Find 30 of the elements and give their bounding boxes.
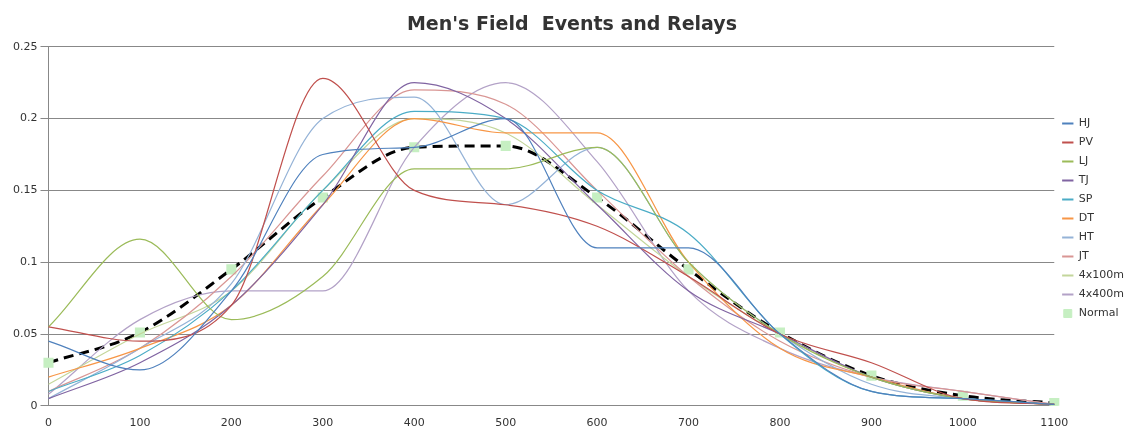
legend-label: Normal xyxy=(1078,306,1119,320)
y-tick-label: 0.2 xyxy=(19,111,38,125)
x-tick-label: 500 xyxy=(495,416,517,430)
legend-label: JT xyxy=(1077,249,1090,263)
x-tick-label: 300 xyxy=(312,416,334,430)
x-tick-label: 100 xyxy=(129,416,151,430)
x-tick-label: 600 xyxy=(586,416,608,430)
x-tick-label: 1100 xyxy=(1040,416,1069,430)
legend-label: TJ xyxy=(1077,173,1089,187)
legend-label: HT xyxy=(1078,230,1095,244)
x-tick-label: 400 xyxy=(403,416,425,430)
y-tick-label: 0.05 xyxy=(12,326,38,340)
legend-label: SP xyxy=(1078,192,1093,206)
legend-label: HJ xyxy=(1078,116,1091,130)
x-tick-label: 900 xyxy=(860,416,882,430)
legend-label: 4x100m xyxy=(1078,268,1125,282)
y-tick-label: 0.25 xyxy=(12,39,38,53)
legend-label: PV xyxy=(1078,135,1094,149)
legend-label: LJ xyxy=(1078,154,1089,168)
x-tick-label: 700 xyxy=(678,416,700,430)
y-tick-label: 0.15 xyxy=(12,183,38,197)
chart-title: Men's Field Events and Relays xyxy=(406,12,738,35)
legend-label: 4x400m xyxy=(1078,287,1125,301)
x-tick-label: 800 xyxy=(769,416,791,430)
x-tick-label: 1000 xyxy=(948,416,977,430)
y-tick-label: 0.1 xyxy=(19,255,38,269)
x-tick-label: 200 xyxy=(220,416,242,430)
legend-label: DT xyxy=(1078,211,1095,225)
x-tick-label: 0 xyxy=(44,416,52,430)
y-tick-label: 0 xyxy=(30,398,38,412)
